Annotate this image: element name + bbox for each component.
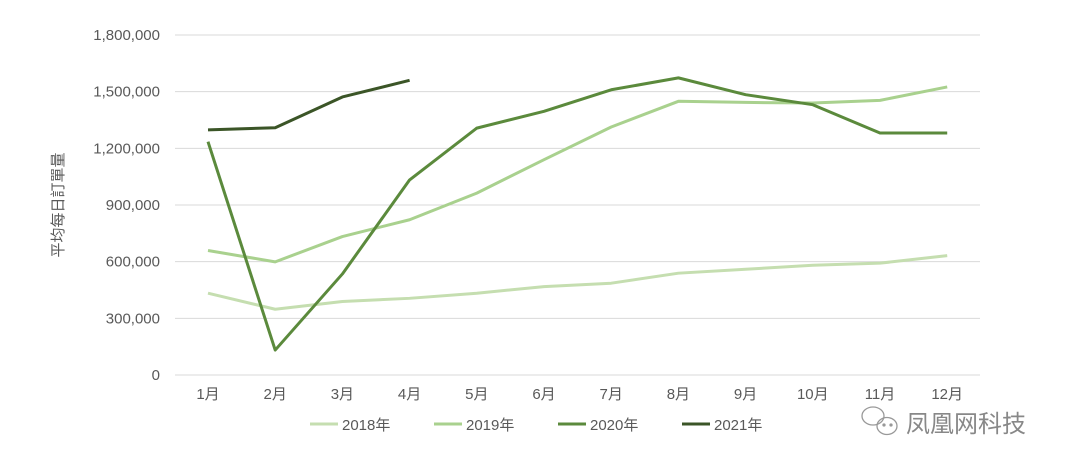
y-tick-label: 300,000 [106, 310, 160, 327]
legend-label: 2020年 [590, 417, 638, 434]
legend-item: 2018年 [310, 417, 390, 434]
legend-item: 2019年 [434, 417, 514, 434]
y-tick-label: 900,000 [106, 197, 160, 214]
series-line-2019 [207, 85, 948, 264]
y-tick-label: 0 [152, 367, 160, 384]
legend-label: 2021年 [714, 417, 762, 434]
series-line-2020 [206, 76, 948, 352]
x-tick-label: 2月 [264, 386, 287, 403]
x-tick-label: 1月 [196, 386, 219, 403]
x-tick-label: 11月 [865, 386, 896, 403]
y-tick-label: 1,800,000 [93, 27, 160, 44]
x-tick-label: 8月 [667, 386, 690, 403]
x-tick-label: 10月 [797, 386, 829, 403]
watermark: 凤凰网科技 [861, 406, 1026, 438]
gridlines [175, 34, 980, 376]
x-tick-label: 9月 [734, 386, 757, 403]
wechat-icon [861, 406, 898, 436]
y-tick-label: 600,000 [106, 254, 160, 271]
legend-label: 2019年 [466, 417, 514, 434]
watermark-text: 凤凰网科技 [906, 411, 1026, 438]
x-tick-label: 12月 [931, 386, 963, 403]
y-tick-label: 1,500,000 [93, 84, 160, 101]
y-axis-label: 平均每日訂單量 [50, 152, 67, 257]
x-tick-label: 4月 [398, 386, 421, 403]
series-lines [206, 76, 948, 352]
legend: 2018年 2019年 2020年 2021年 [310, 417, 762, 434]
y-tick-label: 1,200,000 [93, 140, 160, 157]
x-tick-label: 6月 [532, 386, 555, 403]
series-line-2021 [207, 78, 410, 132]
legend-item: 2020年 [558, 417, 638, 434]
x-tick-label: 7月 [600, 386, 623, 403]
series-line-2018 [207, 254, 948, 311]
x-tick-label: 3月 [331, 386, 354, 403]
y-axis-ticks: 0 300,000 600,000 900,000 1,200,000 1,500,000… [93, 27, 160, 384]
x-axis-ticks: 1月 2月 3月 4月 5月 6月 7月 8月 9月 10月 11月 12月 [196, 386, 963, 403]
legend-item: 2021年 [682, 417, 762, 434]
legend-label: 2018年 [342, 417, 390, 434]
x-tick-label: 5月 [465, 386, 488, 403]
